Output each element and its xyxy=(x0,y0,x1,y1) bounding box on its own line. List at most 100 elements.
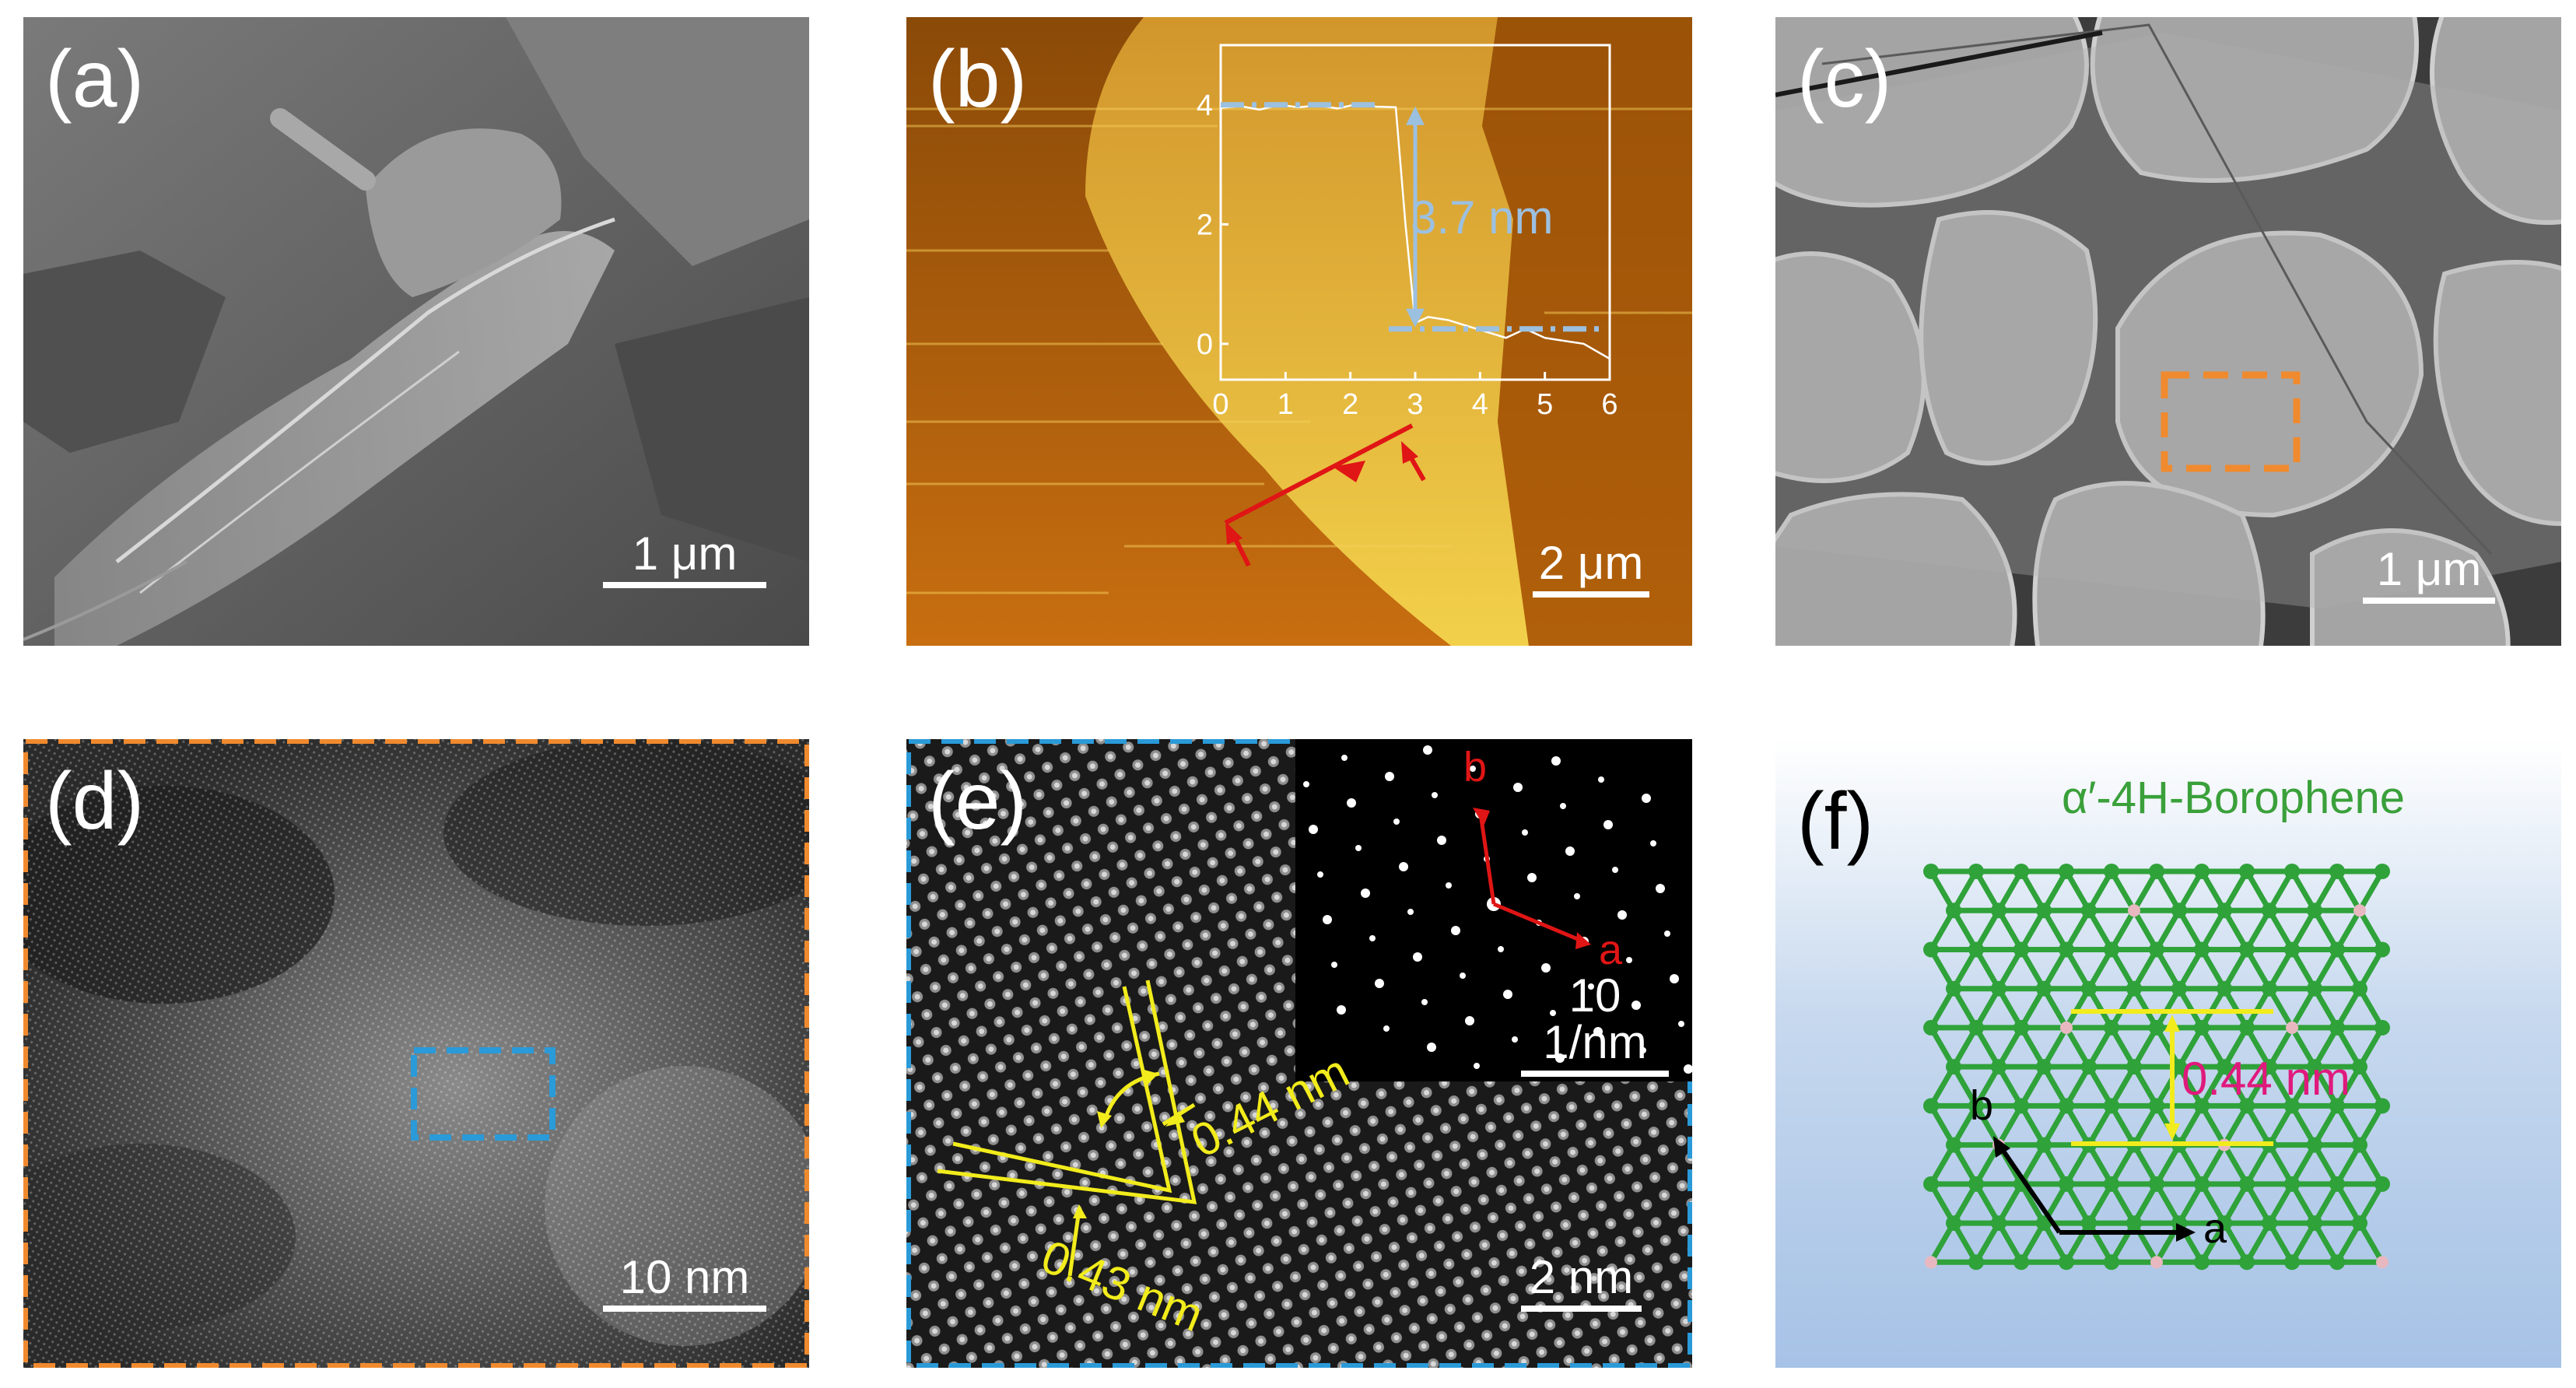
saed-spot xyxy=(1309,825,1318,834)
panel-d-selection-box xyxy=(411,1047,556,1141)
boron-atom xyxy=(2194,1019,2210,1036)
panel-f-spacing-label: 0.44 nm xyxy=(2182,1053,2350,1105)
panel-f: α′-4H-Borophene 0.44 nm a b (f) xyxy=(1775,739,2561,1368)
panel-b-label: (b) xyxy=(928,34,1028,124)
panel-e-saed-b-label: b xyxy=(1463,744,1488,790)
saed-spot xyxy=(1427,1043,1436,1052)
boron-atom xyxy=(2149,1176,2164,1192)
boron-atom xyxy=(2059,1176,2074,1192)
boron-atom xyxy=(2126,1059,2142,1075)
saed-spot xyxy=(1640,1047,1646,1053)
boron-atom xyxy=(2036,1137,2052,1153)
saed-spot xyxy=(1317,871,1323,878)
saed-spot xyxy=(1560,803,1566,809)
saed-spot xyxy=(1385,772,1394,781)
boron-atom xyxy=(2374,864,2390,879)
boron-atom xyxy=(2284,864,2300,879)
boron-atom xyxy=(2194,1098,2210,1114)
boron-atom xyxy=(2353,904,2366,917)
saed-spot xyxy=(1631,1001,1641,1010)
boron-atom xyxy=(2307,980,2322,997)
panel-e-scale-label: 2 nm xyxy=(1529,1251,1634,1303)
panel-c-selection-box xyxy=(2161,371,2301,472)
panel-b-inset-chart: 0 1 2 3 4 5 6 0 2 4 3.7 nm xyxy=(1197,44,1618,421)
saed-spot xyxy=(1642,794,1651,803)
boron-atom xyxy=(2307,1137,2322,1153)
boron-atom xyxy=(2239,1254,2255,1271)
saed-spot xyxy=(1670,974,1679,983)
boron-atom xyxy=(2262,903,2277,919)
boron-atom xyxy=(2284,1176,2300,1192)
panel-b-y-tick-label: 0 xyxy=(1197,328,1213,361)
saed-spot xyxy=(1503,990,1512,999)
boron-atom xyxy=(1991,903,2006,919)
boron-atom xyxy=(1923,1019,1939,1036)
boron-atom xyxy=(1946,1059,1961,1075)
panel-c-image xyxy=(1775,17,2561,646)
boron-atom xyxy=(1968,1254,1984,1271)
boron-atom xyxy=(2150,1256,2163,1269)
panel-b-scale-line xyxy=(1533,591,1649,598)
panel-e-image xyxy=(906,739,1692,1368)
panel-c-scale-line xyxy=(2363,598,2495,604)
panel-e-scale-line xyxy=(1521,1306,1642,1312)
panel-b-image xyxy=(906,17,1692,646)
saed-spot xyxy=(1361,889,1370,898)
boron-atom xyxy=(2352,980,2367,997)
saed-spot xyxy=(1664,931,1670,937)
boron-atom xyxy=(2307,1059,2322,1075)
boron-atom xyxy=(2262,1059,2277,1075)
boron-atom xyxy=(2059,941,2074,958)
boron-atom xyxy=(2307,903,2322,919)
boron-atom xyxy=(2329,1098,2345,1114)
saed-spot xyxy=(1383,1025,1390,1032)
saed-spot xyxy=(1574,893,1580,899)
panel-e-saed-spots xyxy=(1303,745,1692,1074)
saed-spot xyxy=(1513,783,1523,792)
panel-e-saed-scale-label: 10 1/nm xyxy=(1543,969,1647,1068)
boron-atom xyxy=(1968,941,1984,958)
boron-atom xyxy=(2104,864,2119,879)
boron-atom xyxy=(2036,903,2052,919)
boron-atom xyxy=(2217,1059,2232,1075)
boron-atom xyxy=(2104,1098,2119,1114)
boron-atom xyxy=(2104,941,2119,958)
panel-c-scale-bar: 1 μm xyxy=(2363,546,2495,604)
boron-atom xyxy=(2217,980,2232,997)
panel-b-x-tick-label: 0 xyxy=(1212,388,1228,421)
boron-atom xyxy=(2081,1215,2097,1232)
boron-atom xyxy=(2217,1215,2232,1232)
saed-spot xyxy=(1626,957,1632,963)
panel-b-arrowhead-up xyxy=(1406,106,1425,125)
boron-atom xyxy=(2059,1254,2074,1271)
panel-e-saed-scale-bar: 10 1/nm xyxy=(1521,973,1669,1077)
boron-atom xyxy=(1946,903,1961,919)
panel-c-scale-label: 1 μm xyxy=(2376,543,2482,595)
boron-atom xyxy=(2013,1019,2029,1036)
saed-spot xyxy=(1423,745,1432,755)
boron-atom xyxy=(2239,864,2255,879)
boron-atom xyxy=(1925,1256,1937,1269)
boron-atom xyxy=(2013,941,2029,958)
saed-spot xyxy=(1355,845,1362,851)
panel-b-x-tick-label: 1 xyxy=(1277,388,1294,421)
saed-spot xyxy=(1678,1021,1684,1027)
saed-spot xyxy=(1550,1010,1556,1016)
boron-atom xyxy=(2126,1215,2142,1232)
panel-b-x-tick-label: 4 xyxy=(1472,388,1488,421)
boron-atom xyxy=(2329,1019,2345,1036)
panel-a-scale-line xyxy=(603,582,766,588)
boron-atom xyxy=(1968,1019,1984,1036)
saed-spot xyxy=(1465,1016,1474,1025)
boron-atom xyxy=(2262,1215,2277,1232)
panel-e-label: (e) xyxy=(928,756,1028,846)
boron-atom xyxy=(2374,1098,2390,1114)
saed-spot xyxy=(1512,1036,1518,1043)
boron-atom xyxy=(2352,1137,2367,1153)
boron-atom xyxy=(2036,1059,2052,1075)
panel-f-title: α′-4H-Borophene xyxy=(2062,773,2405,823)
boron-atom xyxy=(2284,941,2300,958)
panel-f-spacing-marker xyxy=(2071,1009,2273,1146)
saed-spot xyxy=(1656,884,1665,893)
saed-spot xyxy=(1437,836,1446,845)
